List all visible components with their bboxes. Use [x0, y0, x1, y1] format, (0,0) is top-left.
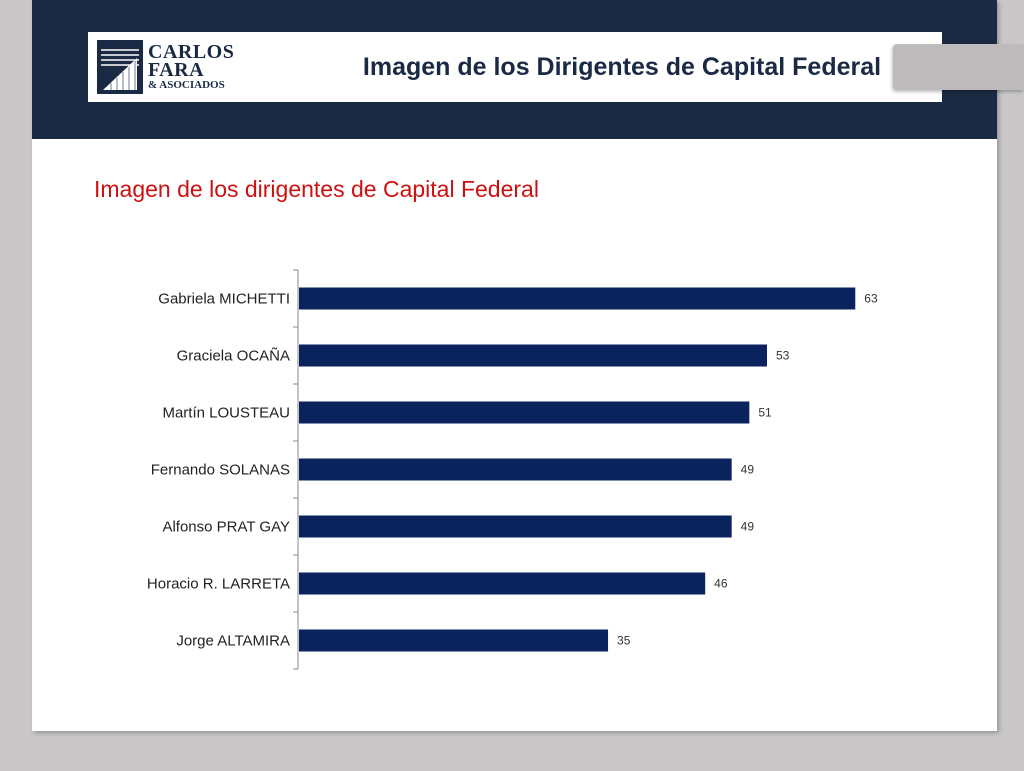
bar-chart: Gabriela MICHETTI 63 Graciela OCAÑA 53 Martí… — [147, 269, 878, 670]
data-label: 53 — [776, 349, 790, 363]
section-title: Imagen de los dirigentes de Capital Fede… — [94, 176, 539, 202]
bar — [299, 515, 732, 538]
data-label: 49 — [741, 520, 755, 534]
category-label: Jorge ALTAMIRA — [176, 633, 290, 650]
category-label: Fernando SOLANAS — [151, 462, 290, 479]
logo-mark-icon — [97, 40, 143, 94]
category-label: Graciela OCAÑA — [177, 348, 290, 365]
logo-text-line3: & ASOCIADOS — [148, 79, 225, 91]
header-title: Imagen de los Dirigentes de Capital Fede… — [362, 53, 882, 81]
bar — [299, 344, 767, 367]
side-tab-decoration — [893, 44, 1024, 90]
category-label: Alfonso PRAT GAY — [162, 519, 290, 536]
logo-text-line2: FARA — [148, 59, 205, 81]
category-label: Horacio R. LARRETA — [147, 576, 290, 593]
logo-text-line1: CARLOS — [148, 41, 235, 63]
data-label: 63 — [864, 292, 878, 306]
bar — [299, 401, 750, 424]
bar — [299, 287, 856, 310]
slide: CARLOS FARA & ASOCIADOS Imagen de los Di… — [32, 0, 997, 731]
bar — [299, 458, 732, 481]
category-label: Martín LOUSTEAU — [162, 405, 290, 422]
data-label: 51 — [758, 406, 772, 420]
data-label: 35 — [617, 634, 631, 648]
data-label: 46 — [714, 577, 728, 591]
header-band: CARLOS FARA & ASOCIADOS Imagen de los Di… — [32, 0, 997, 139]
bar — [299, 629, 609, 652]
title-box: CARLOS FARA & ASOCIADOS Imagen de los Di… — [88, 32, 942, 102]
company-logo: CARLOS FARA & ASOCIADOS — [97, 40, 257, 94]
bar — [299, 572, 706, 595]
category-label: Gabriela MICHETTI — [158, 291, 290, 308]
data-label: 49 — [741, 463, 755, 477]
